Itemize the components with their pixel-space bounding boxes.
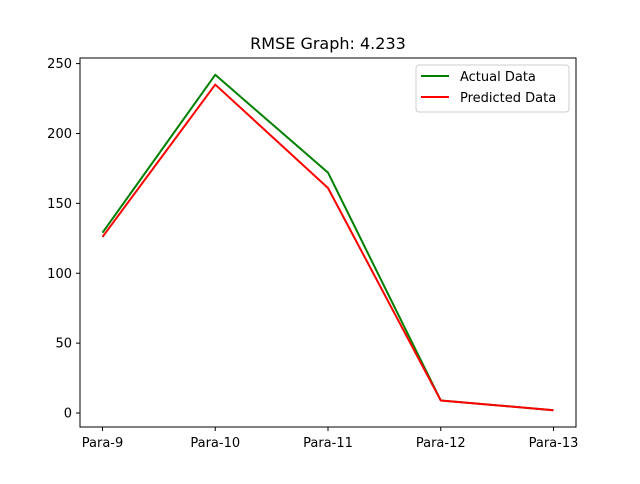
y-tick-label: 250 [47,57,72,72]
legend: Actual Data Predicted Data [416,65,569,112]
y-tick-label: 150 [47,197,72,212]
x-tick-label: Para-10 [190,436,240,451]
legend-label-actual: Actual Data [460,70,536,85]
legend-label-predicted: Predicted Data [460,91,556,106]
chart-title: RMSE Graph: 4.233 [250,34,406,53]
y-tick-label: 0 [64,407,72,422]
y-tick-label: 100 [47,267,72,282]
x-tick-label: Para-12 [416,436,466,451]
y-tick-label: 200 [47,127,72,142]
x-tick-label: Para-9 [82,436,124,451]
x-tick-label: Para-13 [529,436,579,451]
y-tick-label: 50 [55,337,72,352]
x-tick-label: Para-11 [303,436,353,451]
